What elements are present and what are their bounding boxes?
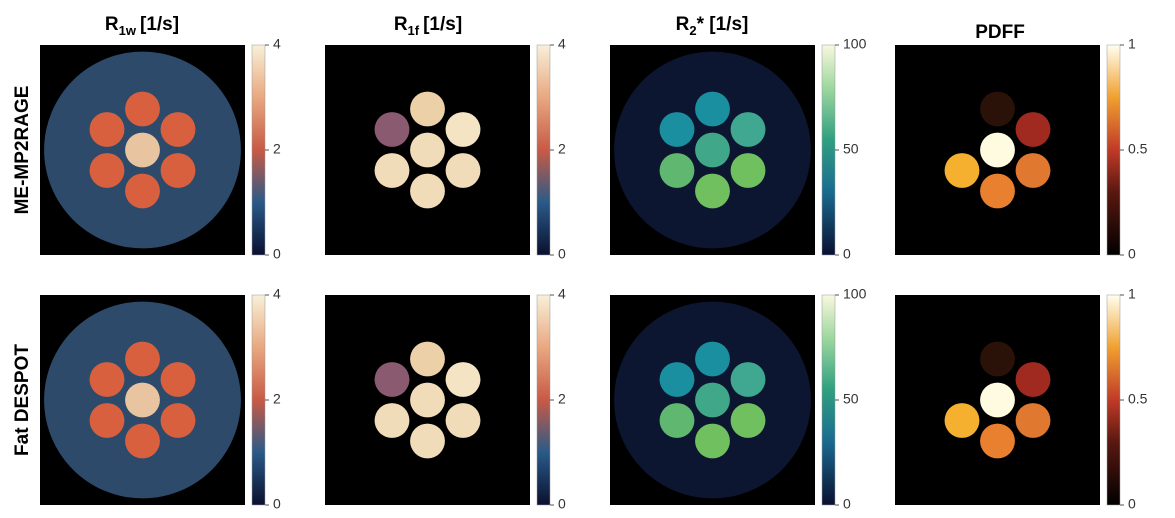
vial xyxy=(1016,362,1051,397)
vial xyxy=(695,133,730,168)
column-title: R1w[1/s] xyxy=(105,14,179,38)
colorbar xyxy=(822,295,835,505)
colorbar-tick-label: 0 xyxy=(1128,496,1136,512)
vial xyxy=(446,403,481,438)
vial xyxy=(446,362,481,397)
vial xyxy=(375,153,410,188)
colorbar xyxy=(822,45,835,255)
vial xyxy=(695,383,730,418)
vial xyxy=(375,403,410,438)
vial xyxy=(125,383,160,418)
column-title: PDFF xyxy=(975,22,1025,43)
colorbar-tick-label: 0.5 xyxy=(1128,391,1148,407)
column-title: R1f[1/s] xyxy=(394,14,462,38)
vial xyxy=(731,403,766,438)
vial xyxy=(161,153,196,188)
vial xyxy=(446,153,481,188)
colorbar xyxy=(537,295,550,505)
colorbar-tick-label: 0 xyxy=(558,246,566,262)
vial xyxy=(375,112,410,147)
colorbar-tick-label: 0 xyxy=(1128,246,1136,262)
vial xyxy=(125,342,160,377)
colorbar-tick-label: 2 xyxy=(273,391,281,407)
vial xyxy=(695,424,730,459)
colorbar-tick-label: 4 xyxy=(273,286,281,302)
colorbar-tick-label: 50 xyxy=(843,141,859,157)
vial xyxy=(410,424,445,459)
vial xyxy=(660,362,695,397)
vial xyxy=(410,342,445,377)
vial xyxy=(90,403,125,438)
colorbar-tick-label: 50 xyxy=(843,391,859,407)
vial xyxy=(125,424,160,459)
colorbar-tick-label: 0 xyxy=(273,246,281,262)
vial xyxy=(945,362,980,397)
vial xyxy=(1016,403,1051,438)
colorbar xyxy=(537,45,550,255)
vial xyxy=(375,362,410,397)
colorbar-tick-label: 2 xyxy=(273,141,281,157)
vial xyxy=(90,362,125,397)
vial xyxy=(945,112,980,147)
vial xyxy=(945,153,980,188)
colorbar-tick-label: 4 xyxy=(273,36,281,52)
vial xyxy=(980,174,1015,209)
colorbar-tick-label: 0 xyxy=(273,496,281,512)
vial xyxy=(446,112,481,147)
vial xyxy=(980,424,1015,459)
vial xyxy=(695,92,730,127)
vial xyxy=(410,92,445,127)
colorbar-tick-label: 0.5 xyxy=(1128,141,1148,157)
vial xyxy=(731,362,766,397)
vial xyxy=(660,153,695,188)
vial xyxy=(410,133,445,168)
colorbar-tick-label: 0 xyxy=(843,496,851,512)
vial xyxy=(125,174,160,209)
colorbar-tick-label: 4 xyxy=(558,36,566,52)
colorbar-tick-label: 0 xyxy=(558,496,566,512)
colorbar-tick-label: 2 xyxy=(558,391,566,407)
colorbar-tick-label: 100 xyxy=(843,286,867,302)
vial xyxy=(410,174,445,209)
vial xyxy=(695,174,730,209)
colorbar-tick-label: 1 xyxy=(1128,286,1136,302)
vial xyxy=(980,133,1015,168)
vial xyxy=(90,153,125,188)
colorbar-tick-label: 1 xyxy=(1128,36,1136,52)
colorbar xyxy=(1107,295,1120,505)
vial xyxy=(695,342,730,377)
vial xyxy=(980,92,1015,127)
vial xyxy=(161,362,196,397)
vial xyxy=(660,403,695,438)
row-label: ME-MP2RAGE xyxy=(12,86,33,215)
vial xyxy=(660,112,695,147)
figure: R1w[1/s] R1f[1/s] R2* [1/s] PDFF ME-MP2R… xyxy=(0,0,1175,518)
column-title: R2* [1/s] xyxy=(676,14,749,38)
vial xyxy=(731,112,766,147)
vial xyxy=(90,112,125,147)
colorbar-tick-label: 2 xyxy=(558,141,566,157)
colorbar-tick-label: 0 xyxy=(843,246,851,262)
colorbar xyxy=(1107,45,1120,255)
vial xyxy=(161,112,196,147)
vial xyxy=(125,133,160,168)
vial xyxy=(731,153,766,188)
row-label: Fat DESPOT xyxy=(12,344,33,456)
colorbar-tick-label: 100 xyxy=(843,36,867,52)
vial xyxy=(980,383,1015,418)
vial xyxy=(945,403,980,438)
vial xyxy=(410,383,445,418)
vial xyxy=(125,92,160,127)
vial xyxy=(1016,112,1051,147)
colorbar xyxy=(252,45,265,255)
colorbar-tick-label: 4 xyxy=(558,286,566,302)
vial xyxy=(161,403,196,438)
vial xyxy=(1016,153,1051,188)
vial xyxy=(980,342,1015,377)
colorbar xyxy=(252,295,265,505)
